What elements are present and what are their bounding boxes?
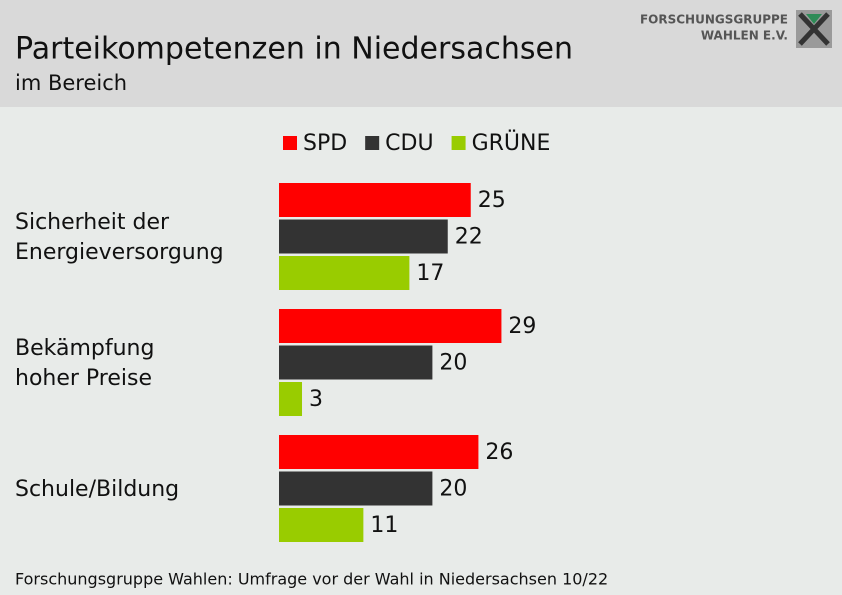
category-label: hoher Preise xyxy=(15,366,152,391)
source-note: Forschungsgruppe Wahlen: Umfrage vor der… xyxy=(15,570,608,589)
logo-text: FORSCHUNGSGRUPPE xyxy=(640,13,788,27)
value-label: 20 xyxy=(439,351,467,376)
value-label: 29 xyxy=(508,314,536,339)
logo-text: WAHLEN E.V. xyxy=(701,29,788,43)
header xyxy=(0,0,842,107)
bar xyxy=(279,345,433,380)
value-label: 17 xyxy=(416,261,444,286)
bar xyxy=(279,219,448,254)
value-label: 20 xyxy=(439,477,467,502)
category-label: Energieversorgung xyxy=(15,240,224,265)
value-label: 3 xyxy=(309,387,323,412)
logo-icon xyxy=(796,10,832,48)
legend-label: GRÜNE xyxy=(472,130,551,156)
bar xyxy=(279,435,479,469)
legend-swatch xyxy=(451,136,466,150)
bar xyxy=(279,508,364,542)
value-label: 25 xyxy=(478,188,506,213)
legend-swatch xyxy=(365,136,380,150)
bar xyxy=(279,256,410,290)
legend-label: CDU xyxy=(385,131,433,156)
chart-title: Parteikompetenzen in Niedersachsen xyxy=(15,32,573,67)
legend-label: SPD xyxy=(303,131,347,156)
bar xyxy=(279,183,471,217)
bar xyxy=(279,309,502,343)
value-label: 22 xyxy=(455,225,483,250)
legend-swatch xyxy=(283,136,297,150)
bar xyxy=(279,471,433,506)
bar xyxy=(279,382,303,416)
chart-subtitle: im Bereich xyxy=(15,71,127,95)
value-label: 26 xyxy=(485,440,513,465)
category-label: Schule/Bildung xyxy=(15,477,179,502)
category-label: Sicherheit der xyxy=(15,210,170,235)
category-label: Bekämpfung xyxy=(15,336,154,361)
value-label: 11 xyxy=(370,513,398,538)
